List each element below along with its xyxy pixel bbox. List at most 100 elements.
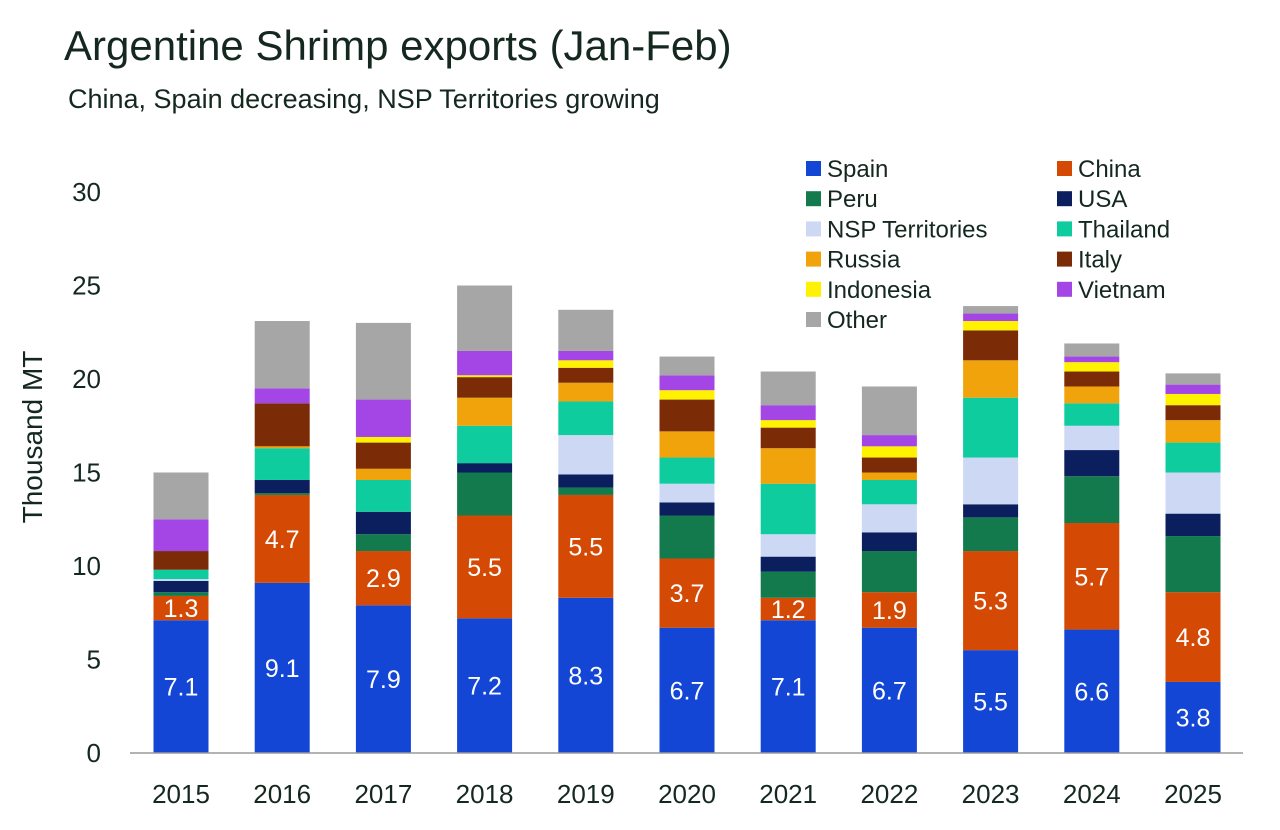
x-tick-label: 2021 [759,779,817,809]
bar-segment-nsp-territories [1165,472,1221,514]
data-label: 5.5 [568,533,603,561]
bar-segment-indonesia [457,375,513,378]
legend-label: Indonesia [827,277,932,304]
legend-swatch [1057,251,1072,267]
bar-segment-vietnam [153,519,209,552]
bar-segment-thailand [457,425,513,464]
legend-swatch [1057,161,1072,176]
bar-segment-vietnam [760,405,816,421]
bar-segment-other [558,309,614,351]
bar-segment-usa [355,511,411,535]
data-label: 6.7 [872,677,907,705]
data-label: 5.3 [973,588,1008,616]
bar-segment-peru [659,515,715,559]
bar-segment-indonesia [760,420,816,428]
bar-segment-china [457,515,513,619]
bar-segment-other [355,322,411,400]
data-label: 7.1 [164,674,199,702]
legend-swatch [806,312,821,327]
bar-segment-china [659,558,715,628]
bar-segment-indonesia [558,360,614,368]
data-label: 9.1 [265,655,300,683]
data-label: 4.8 [1176,624,1211,652]
bar-segment-indonesia [963,321,1019,331]
y-axis-label: Thousand MT [17,351,48,524]
bar-segment-usa [760,556,816,572]
bar-segment-china [355,551,411,606]
data-label: 1.2 [771,596,806,624]
bar-segment-thailand [861,479,917,505]
bar-segment-russia [457,397,513,426]
bar-segment-thailand [254,448,310,480]
legend-label: Thailand [1078,216,1170,243]
bar-segment-vietnam [254,388,310,404]
bar-segment-spain [1064,629,1120,753]
bar-segment-thailand [355,479,411,512]
bar-segment-nsp-territories [659,483,715,503]
y-tick-label: 15 [72,458,101,488]
bar-segment-china [254,494,310,583]
bar-segment-thailand [558,401,614,436]
bar-segment-italy [1165,405,1221,421]
legend-label: Other [827,307,887,334]
bar-segment-peru [760,571,816,598]
data-label: 6.6 [1074,678,1109,706]
bar-segment-indonesia [861,446,917,458]
chart-subtitle: China, Spain decreasing, NSP Territories… [68,84,660,114]
bar-segment-spain [254,582,310,753]
bar-segment-vietnam [558,350,614,361]
bar-segment-peru [558,487,614,495]
bar-segment-indonesia [355,436,411,443]
y-tick-label: 30 [72,177,101,207]
data-label: 3.7 [670,580,705,608]
legend-label: Peru [827,186,878,213]
bar-segment-vietnam [355,399,411,437]
bar-segment-vietnam [659,375,715,391]
legend-swatch [806,161,821,176]
bar-segment-china [153,595,209,621]
data-label: 8.3 [568,662,603,690]
bar-segment-peru [355,534,411,552]
bar-segment-russia [760,448,816,484]
bar-segment-peru [861,551,917,593]
data-label: 4.7 [265,526,300,554]
legend-swatch [806,251,821,267]
bar-segment-other [254,321,310,389]
bar-segment-peru [153,592,209,596]
x-tick-label: 2019 [557,779,615,809]
bar-segment-spain [963,650,1019,753]
x-tick-label: 2015 [152,779,210,809]
bar-segment-thailand [963,397,1019,458]
legend: Spain China Peru USA NSP Territories Thailand… [806,156,1170,334]
data-label: 5.7 [1074,563,1109,591]
x-axis: 2015 2016 2017 2018 2019 2020 2021 2022 2023 2024… [130,752,1243,809]
bar-segment-russia [1165,420,1221,443]
bar-segment-thailand [1064,403,1120,426]
bar-segment-spain [760,620,816,753]
bar-segment-spain [861,627,917,753]
bar-segment-italy [659,399,715,432]
data-label: 5.5 [973,689,1008,717]
bar-segment-italy [760,427,816,449]
data-label: 1.9 [872,597,907,625]
legend-swatch [806,221,821,237]
bar-segment-other [659,356,715,376]
data-label: 7.2 [467,673,502,701]
bar-segment-spain [558,597,614,753]
bar-segment-china [861,592,917,628]
legend-swatch [1057,281,1072,297]
bar-segment-thailand [760,483,816,535]
y-axis: 0 5 10 15 20 25 30 [72,177,101,768]
bar-segment-usa [153,580,209,593]
legend-label: Spain [827,156,888,183]
chart-title: Argentine Shrimp exports (Jan-Feb) [64,22,732,69]
bar-segment-peru [254,493,310,495]
legend-label: China [1078,156,1141,183]
bar-segment-spain [457,618,513,753]
bar-segment-spain [355,605,411,753]
bar-segment-vietnam [457,350,513,376]
bar-segment-china [1165,592,1221,682]
bar-segment-italy [861,457,917,473]
bar-segment-vietnam [1064,356,1120,363]
bar-segment-other [457,285,513,351]
